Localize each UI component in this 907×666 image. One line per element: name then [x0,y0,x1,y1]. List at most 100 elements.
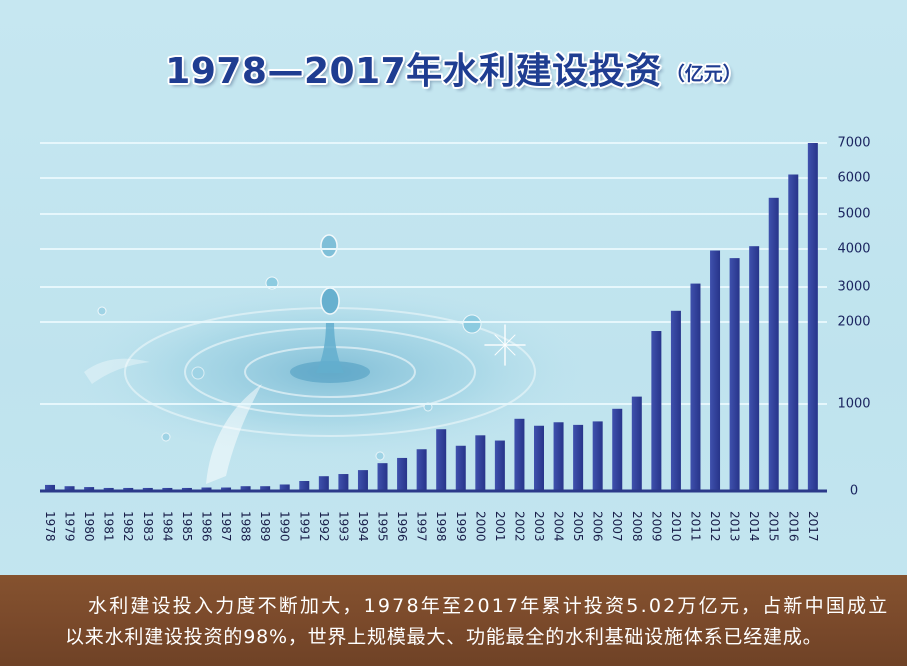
bar [123,487,134,491]
x-tick-label: 1980 [82,511,96,542]
x-tick-label: 1992 [317,511,331,542]
bar [631,396,642,491]
x-tick-label: 1994 [356,511,370,542]
bar [318,476,329,491]
bar [436,429,447,491]
y-tick-label: 3000 [837,280,870,295]
bar [377,463,388,491]
bar [416,449,427,491]
x-tick-label: 1979 [63,511,77,542]
bubble [375,451,385,461]
y-tick-label: 5000 [837,207,870,222]
bar [690,283,701,491]
caption-panel: 水利建设投入力度不断加大，1978年至2017年累计投资5.02万亿元，占新中国… [0,575,907,666]
y-tick-label: 7000 [837,136,870,151]
y-tick-label: 4000 [837,242,870,257]
bar [142,487,153,491]
x-tick-label: 1982 [121,511,135,542]
bar [397,457,408,491]
x-tick-label: 2001 [493,511,507,542]
bar [749,246,760,491]
x-tick-label: 1989 [258,511,272,542]
water-splash-illustration [60,234,600,484]
y-tick-label: 2000 [837,315,870,330]
bar [260,486,271,491]
sparkle [484,324,526,366]
bubble [191,366,205,380]
x-tick-label: 1997 [415,511,429,542]
x-tick-label: 2014 [747,511,761,542]
bar [612,408,623,491]
x-tick-label: 2004 [552,511,566,542]
bar [592,421,603,491]
bar [221,487,232,491]
x-tick-label: 1985 [180,511,194,542]
bar [768,197,779,492]
gridlines [40,142,827,405]
caption-line-2: 以来水利建设投资的98%，世界上规模最大、功能最全的水利基础设施体系已经建成。 [65,626,823,648]
bar [710,250,721,491]
x-tick-label: 2013 [728,511,742,542]
x-tick-label: 2012 [708,511,722,542]
bar [279,484,290,491]
bubble [462,314,482,334]
bubble [161,432,171,442]
x-tick-label: 1987 [219,511,233,542]
y-tick-labels: 0 1000 2000 3000 4000 5000 6000 7000 [837,136,870,499]
chart-title-block: 1978—2017年水利建设投资 （亿元） [0,50,907,100]
water-curl [206,384,262,484]
bar [573,424,584,491]
bar [729,258,740,491]
bar [338,474,349,491]
x-tick-label: 1983 [141,511,155,542]
bar [553,422,564,491]
splash-column [316,322,344,373]
y-tick-label: 0 [850,484,858,499]
bar [494,440,505,491]
bar [807,143,818,491]
x-tick-label: 1993 [336,511,350,542]
bar [84,487,95,491]
bars [45,143,818,492]
bar [357,470,368,491]
x-tick-label: 2009 [649,511,663,542]
x-tick-label: 1998 [434,511,448,542]
bar [201,487,212,491]
x-tick-label: 1990 [278,511,292,542]
bar [534,425,544,491]
bar [651,331,662,491]
water-drop [320,287,340,315]
x-tick-label: 1988 [239,511,253,542]
x-tick-label: 1984 [160,511,174,542]
x-tick-label: 1996 [395,511,409,542]
x-tick-label: 2007 [610,511,624,542]
x-tick-label: 1981 [102,511,116,542]
chart-unit: （亿元） [665,63,742,85]
x-tick-label: 1978 [43,511,57,542]
x-tick-label: 2002 [512,511,526,542]
x-tick-label: 2011 [688,511,702,542]
x-tick-label: 1999 [454,511,468,542]
bubble [97,306,107,316]
y-tick-label: 1000 [837,397,870,412]
x-tick-label: 2010 [669,511,683,542]
x-tick-label: 2006 [591,511,605,542]
bar [181,487,192,491]
x-tick-label: 2003 [532,511,546,542]
x-tick-label: 2005 [571,511,585,542]
bar [103,487,114,491]
bar [45,484,55,491]
x-tick-label: 2015 [767,511,781,542]
bar [455,445,466,491]
chart-title: 1978—2017年水利建设投资 [165,51,662,92]
water-drop [320,234,338,258]
y-tick-label: 6000 [837,171,870,186]
bar [240,486,251,491]
x-tick-label: 1995 [376,511,390,542]
bar [788,174,799,491]
x-tick-labels: 1978 1979 1980 1981 1982 1983 1984 1985 1986 1987… [43,511,820,542]
water-curl [84,358,150,384]
x-tick-label: 1986 [199,511,213,542]
x-tick-label: 2016 [786,511,800,542]
